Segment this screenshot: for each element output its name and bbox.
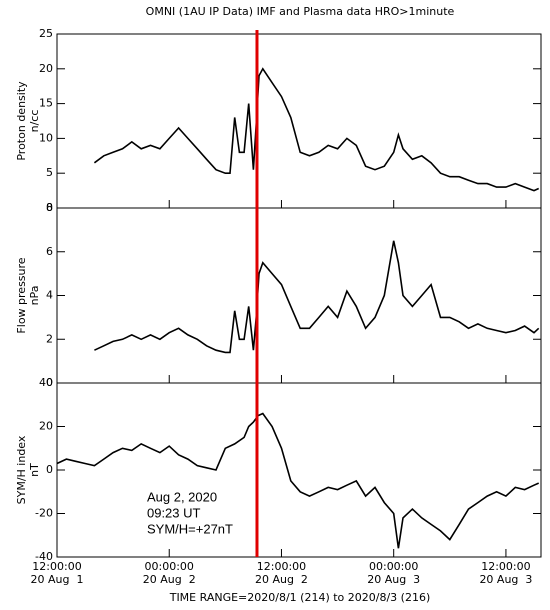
y-tick-label: 2 [46, 332, 53, 345]
y-tick-label: 0 [46, 463, 53, 476]
y-axis-label: Flow pressure [15, 257, 28, 333]
y-tick-label: 20 [39, 420, 53, 433]
panel-frame [56, 382, 542, 558]
y-tick-label: 40 [39, 376, 53, 389]
y-tick-label: 5 [46, 166, 53, 179]
x-tick-date: 20 Aug 2 [255, 573, 308, 586]
x-tick-label: 12:00:00 [32, 560, 81, 573]
data-line [93, 67, 540, 192]
x-tick-label: 00:00:00 [145, 560, 194, 573]
y-tick-label: 25 [39, 27, 53, 40]
y-axis-unit: n/cc [28, 110, 41, 133]
data-line [94, 240, 540, 354]
annotation: 09:23 UT [147, 505, 201, 520]
y-tick-label: 0 [46, 376, 53, 389]
y-tick-label: 0 [46, 201, 53, 214]
footer: TIME RANGE=2020/8/1 (214) to 2020/8/3 (2… [169, 591, 431, 604]
y-tick-label: 6 [46, 245, 53, 258]
annotation: SYM/H=+27nT [147, 521, 233, 536]
panel-frame [56, 33, 542, 209]
x-tick-label: 12:00:00 [257, 560, 306, 573]
data-line [56, 412, 540, 549]
y-tick-label: 4 [46, 289, 53, 302]
y-axis-unit: nPa [28, 286, 41, 306]
y-axis-label: SYM/H index [15, 435, 28, 504]
y-tick-label: 8 [46, 201, 53, 214]
chart-title: OMNI (1AU IP Data) IMF and Plasma data H… [146, 5, 455, 18]
y-tick-label: -40 [35, 550, 53, 563]
annotation: Aug 2, 2020 [147, 489, 217, 504]
y-tick-label: 20 [39, 62, 53, 75]
y-tick-label: -20 [35, 507, 53, 520]
y-axis-label: Proton density [15, 81, 28, 161]
panel-frame [56, 207, 542, 384]
x-tick-date: 20 Aug 3 [367, 573, 420, 586]
y-tick-label: 15 [39, 97, 53, 110]
x-tick-date: 20 Aug 3 [479, 573, 532, 586]
x-tick-label: 00:00:00 [369, 560, 418, 573]
y-tick-label: 10 [39, 131, 53, 144]
y-axis-unit: nT [28, 463, 41, 477]
x-tick-date: 20 Aug 2 [143, 573, 196, 586]
x-tick-date: 20 Aug 1 [31, 573, 84, 586]
x-tick-label: 12:00:00 [481, 560, 530, 573]
